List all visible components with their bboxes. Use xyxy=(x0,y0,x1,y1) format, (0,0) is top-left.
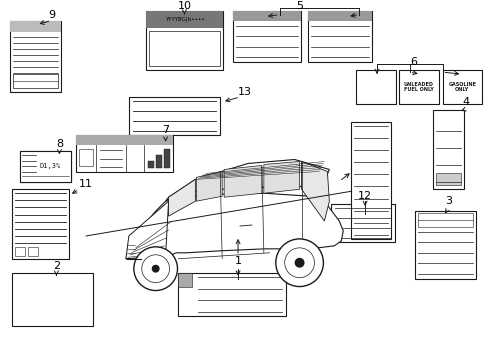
Text: 4: 4 xyxy=(462,97,469,107)
Text: 3: 3 xyxy=(444,196,451,206)
Circle shape xyxy=(294,258,304,268)
Bar xyxy=(331,204,394,242)
Polygon shape xyxy=(264,162,299,193)
Bar xyxy=(414,211,475,279)
Bar xyxy=(307,11,371,21)
Circle shape xyxy=(275,239,323,287)
Bar xyxy=(163,149,169,168)
Bar xyxy=(79,149,93,166)
Text: 8: 8 xyxy=(56,139,63,149)
Text: YYYYBG|b••••: YYYYBG|b•••• xyxy=(164,17,204,22)
Bar xyxy=(148,31,220,66)
Text: 12: 12 xyxy=(357,191,371,201)
Bar xyxy=(178,273,285,316)
Bar xyxy=(20,150,71,182)
Bar xyxy=(10,21,61,92)
Bar xyxy=(234,195,305,235)
Bar xyxy=(442,70,481,104)
Bar xyxy=(147,161,153,168)
Bar xyxy=(432,110,464,189)
Text: 2: 2 xyxy=(53,261,60,271)
Polygon shape xyxy=(168,179,195,216)
Bar xyxy=(155,154,162,168)
Bar xyxy=(15,247,24,256)
Polygon shape xyxy=(301,162,329,221)
Bar xyxy=(12,189,69,259)
Text: GASOLINE
ONLY: GASOLINE ONLY xyxy=(447,82,475,93)
Text: 5: 5 xyxy=(295,1,303,11)
Bar xyxy=(145,11,223,28)
Text: 1: 1 xyxy=(234,256,241,266)
Text: D1,3%: D1,3% xyxy=(40,163,61,170)
Bar xyxy=(10,21,61,32)
Bar xyxy=(13,74,58,88)
Polygon shape xyxy=(125,193,343,259)
Bar xyxy=(350,122,390,239)
Text: 9: 9 xyxy=(48,10,55,19)
Text: 7: 7 xyxy=(162,125,169,135)
Bar xyxy=(398,70,438,104)
Polygon shape xyxy=(196,171,222,201)
Text: 10: 10 xyxy=(177,1,191,11)
Polygon shape xyxy=(165,159,329,201)
Polygon shape xyxy=(224,166,262,197)
Text: UNLEADED
FUEL ONLY: UNLEADED FUEL ONLY xyxy=(403,82,433,93)
Bar xyxy=(233,11,300,21)
Bar xyxy=(355,70,395,104)
Bar xyxy=(233,11,300,62)
Circle shape xyxy=(151,265,159,273)
Bar xyxy=(76,135,172,172)
Bar xyxy=(129,97,220,135)
Text: 6: 6 xyxy=(409,57,416,67)
Bar xyxy=(435,174,460,185)
Bar xyxy=(358,74,392,100)
Bar xyxy=(178,273,192,287)
Bar xyxy=(417,213,472,227)
Circle shape xyxy=(134,247,177,291)
Bar xyxy=(20,150,71,182)
Bar xyxy=(12,273,93,326)
Bar xyxy=(76,135,172,145)
Text: 11: 11 xyxy=(79,179,93,189)
Text: 13: 13 xyxy=(238,87,251,97)
Bar xyxy=(259,211,279,223)
Bar xyxy=(307,11,371,62)
Bar xyxy=(28,247,38,256)
Polygon shape xyxy=(125,201,168,259)
Bar xyxy=(145,11,223,70)
Bar xyxy=(234,195,305,205)
